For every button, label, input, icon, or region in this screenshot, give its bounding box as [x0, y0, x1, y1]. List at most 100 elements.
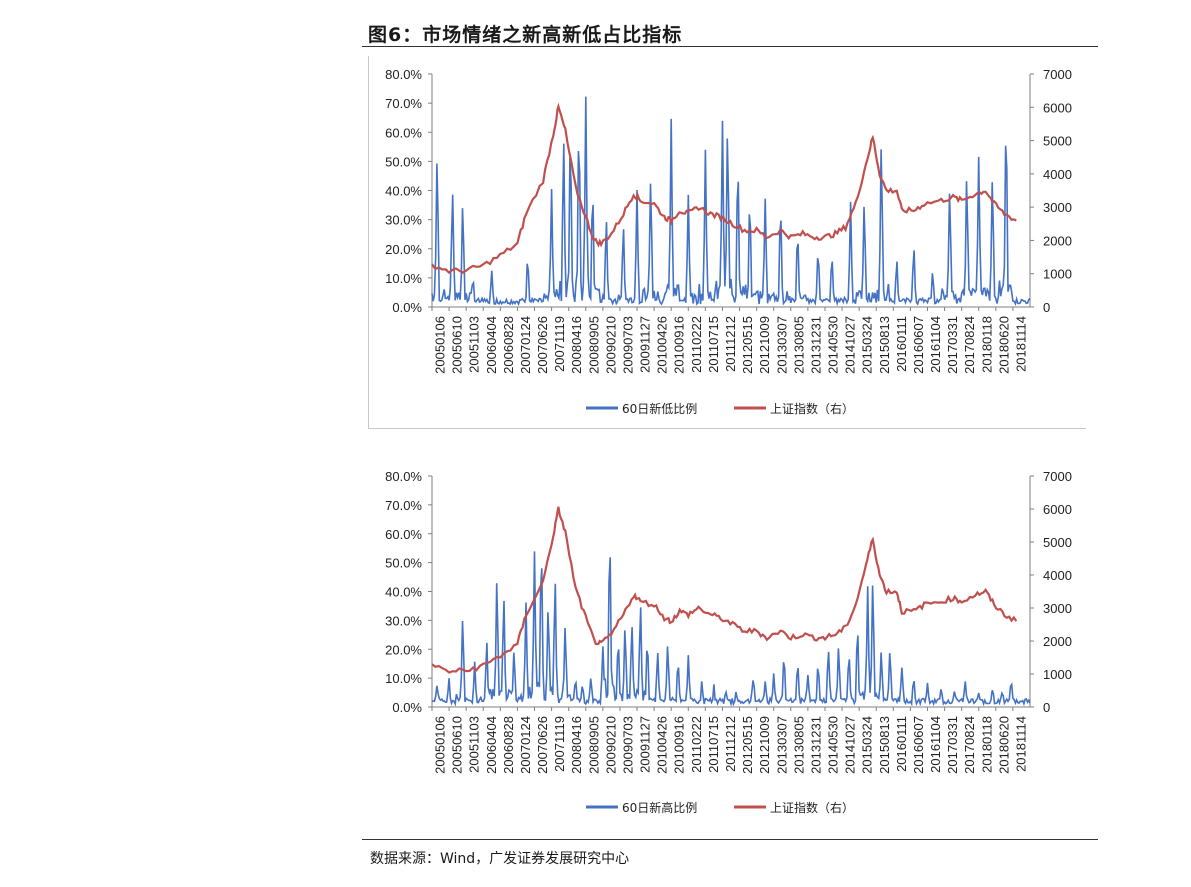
ratio-series-line: [432, 551, 1031, 707]
right-tick-label: 7000: [1043, 469, 1072, 484]
x-tick-label: 20161104: [928, 716, 943, 773]
title-rule: [362, 46, 1098, 47]
x-tick-label: 20060404: [484, 316, 499, 374]
left-tick-label: 70.0%: [385, 96, 422, 111]
x-tick-label: 20120515: [740, 716, 755, 774]
left-tick-label: 10.0%: [385, 671, 422, 686]
figure-title: 图6：市场情绪之新高新低占比指标: [368, 24, 683, 46]
left-tick-label: 80.0%: [385, 469, 422, 484]
x-tick-label: 20160111: [894, 716, 909, 772]
x-tick-label: 20071119: [552, 316, 567, 372]
x-tick-label: 20130307: [774, 316, 789, 374]
left-tick-label: 40.0%: [385, 585, 422, 600]
right-tick-label: 0: [1043, 300, 1050, 315]
x-tick-label: 20050610: [450, 716, 465, 774]
x-tick-label: 20090210: [603, 716, 618, 774]
x-tick-label: 20050610: [450, 316, 465, 374]
x-tick-label: 20130805: [791, 316, 806, 374]
right-tick-label: 0: [1043, 700, 1050, 715]
x-tick-label: 20111212: [723, 316, 738, 372]
left-tick-label: 60.0%: [385, 527, 422, 542]
legend-index-label: 上证指数（右）: [770, 401, 854, 416]
x-tick-label: 20070626: [535, 316, 550, 374]
x-tick-label: 20091127: [638, 316, 653, 373]
x-tick-label: 20090210: [603, 316, 618, 374]
x-tick-label: 20051103: [467, 316, 482, 373]
x-tick-label: 20160111: [894, 316, 909, 372]
x-tick-label: 20100426: [655, 716, 670, 774]
x-tick-label: 20121009: [757, 316, 772, 374]
x-tick-label: 20130805: [791, 716, 806, 774]
x-tick-label: 20140530: [826, 716, 841, 774]
left-tick-label: 30.0%: [385, 613, 422, 628]
x-tick-label: 20100916: [672, 716, 687, 774]
left-tick-label: 20.0%: [385, 242, 422, 257]
right-tick-label: 1000: [1043, 667, 1072, 682]
x-tick-label: 20180118: [979, 316, 994, 373]
x-tick-label: 20060828: [501, 716, 516, 774]
right-tick-label: 6000: [1043, 502, 1072, 517]
left-tick-label: 0.0%: [392, 700, 422, 715]
x-tick-label: 20110715: [706, 716, 721, 773]
x-tick-label: 20180118: [979, 716, 994, 773]
x-tick-label: 20091127: [638, 716, 653, 773]
left-tick-label: 30.0%: [385, 213, 422, 228]
legend-ratio-label: 60日新低比例: [622, 401, 697, 416]
x-tick-label: 20080905: [586, 316, 601, 374]
x-tick-label: 20060828: [501, 316, 516, 374]
x-tick-label: 20080416: [569, 716, 584, 774]
x-tick-label: 20071119: [552, 716, 567, 772]
x-tick-label: 20150324: [860, 316, 875, 374]
left-tick-label: 40.0%: [385, 184, 422, 199]
right-tick-label: 4000: [1043, 568, 1072, 583]
x-tick-label: 20050106: [433, 716, 448, 774]
index-series-line: [431, 506, 1018, 674]
ratio-series-line: [431, 96, 1031, 307]
x-tick-label: 20160607: [911, 716, 926, 774]
x-tick-label: 20051103: [467, 716, 482, 773]
left-tick-label: 70.0%: [385, 498, 422, 513]
x-tick-label: 20170331: [945, 316, 960, 374]
x-tick-label: 20070124: [518, 316, 533, 374]
right-tick-label: 5000: [1043, 535, 1072, 550]
left-tick-label: 80.0%: [385, 67, 422, 82]
x-tick-label: 20080905: [586, 716, 601, 774]
x-tick-label: 20110222: [689, 716, 704, 773]
x-tick-label: 20090703: [620, 316, 635, 374]
x-tick-label: 20141027: [843, 716, 858, 774]
legend-index-label: 上证指数（右）: [770, 800, 854, 815]
x-tick-label: 20141027: [843, 316, 858, 374]
source-rule: [362, 839, 1098, 840]
x-tick-label: 20181114: [1013, 716, 1028, 772]
x-tick-label: 20100916: [672, 316, 687, 374]
x-tick-label: 20111212: [723, 716, 738, 772]
right-tick-label: 7000: [1043, 67, 1072, 82]
x-tick-label: 20070124: [518, 716, 533, 774]
x-tick-label: 20050106: [433, 316, 448, 374]
x-tick-label: 20110715: [706, 316, 721, 373]
x-tick-label: 20060404: [484, 716, 499, 774]
x-tick-label: 20161104: [928, 316, 943, 373]
x-tick-label: 20150813: [877, 316, 892, 374]
x-tick-label: 20110222: [689, 316, 704, 373]
right-tick-label: 2000: [1043, 634, 1072, 649]
left-tick-label: 60.0%: [385, 125, 422, 140]
x-tick-label: 20121009: [757, 716, 772, 774]
x-tick-label: 20131231: [808, 716, 823, 774]
left-tick-label: 20.0%: [385, 642, 422, 657]
left-tick-label: 50.0%: [385, 556, 422, 571]
chart-frame-top: [368, 56, 1086, 429]
x-tick-label: 20170824: [962, 316, 977, 374]
x-tick-label: 20150324: [860, 716, 875, 774]
left-tick-label: 0.0%: [392, 300, 422, 315]
right-tick-label: 1000: [1043, 267, 1072, 282]
x-tick-label: 20090703: [620, 716, 635, 774]
right-tick-label: 2000: [1043, 233, 1072, 248]
x-tick-label: 20120515: [740, 316, 755, 374]
x-tick-label: 20130307: [774, 716, 789, 774]
x-tick-label: 20080416: [569, 316, 584, 374]
left-tick-label: 50.0%: [385, 154, 422, 169]
x-tick-label: 20181114: [1013, 316, 1028, 372]
legend-ratio-label: 60日新高比例: [622, 800, 697, 815]
x-tick-label: 20131231: [808, 316, 823, 374]
